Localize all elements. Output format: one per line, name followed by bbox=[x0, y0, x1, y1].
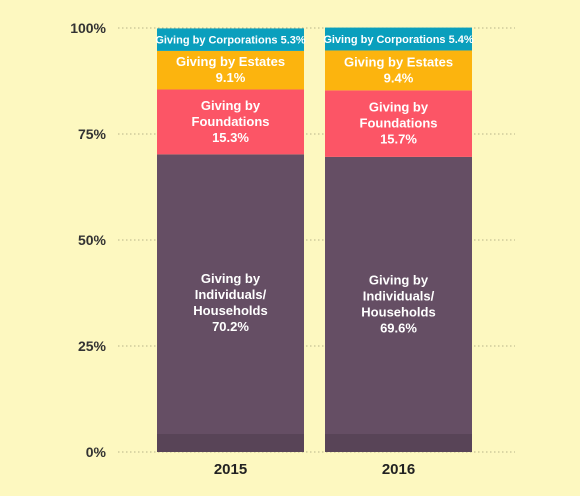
segment-label-corporations-2016: Giving by Corporations 5.4% bbox=[323, 34, 474, 46]
bar-base-shadow bbox=[157, 434, 304, 452]
segment-name: Giving by Corporations 5.3% bbox=[155, 35, 306, 47]
segment-name: Households bbox=[361, 304, 435, 319]
segment-labels: Giving byIndividuals/Households70.2%Givi… bbox=[155, 34, 474, 335]
segment-name: Foundations bbox=[360, 116, 438, 131]
bar-base-shadow bbox=[325, 434, 472, 452]
y-tick-label: 100% bbox=[70, 20, 106, 36]
segment-value: 15.3% bbox=[212, 130, 249, 145]
segment-value: 15.7% bbox=[380, 132, 417, 147]
segment-name: Giving by bbox=[201, 98, 261, 113]
y-tick-label: 0% bbox=[86, 444, 107, 460]
y-tick-label: 75% bbox=[78, 126, 107, 142]
x-category-label: 2015 bbox=[214, 461, 247, 478]
segment-name: Giving by Corporations 5.4% bbox=[323, 34, 474, 46]
segment-name: Giving by bbox=[369, 272, 429, 287]
bar-segment-estates-2016 bbox=[325, 50, 472, 91]
segment-value: 9.4% bbox=[384, 70, 414, 85]
segment-name: Individuals/ bbox=[195, 287, 267, 302]
y-axis-ticks: 0% 25% 50% 75% 100% bbox=[70, 20, 106, 460]
bars bbox=[157, 27, 472, 453]
x-axis-categories: 2015 2016 bbox=[214, 461, 415, 478]
bar-segment-foundations-2016 bbox=[325, 90, 472, 157]
y-tick-label: 25% bbox=[78, 338, 107, 354]
segment-value: 69.6% bbox=[380, 320, 417, 335]
segment-name: Households bbox=[193, 303, 267, 318]
segment-label-corporations-2015: Giving by Corporations 5.3% bbox=[155, 35, 306, 47]
segment-name: Giving by Estates bbox=[344, 54, 453, 69]
segment-value: 9.1% bbox=[216, 70, 246, 85]
segment-name: Giving by bbox=[369, 100, 429, 115]
bar-segment-estates-2015 bbox=[157, 50, 304, 90]
segment-value: 70.2% bbox=[212, 319, 249, 334]
segment-name: Giving by Estates bbox=[176, 54, 285, 69]
segment-name: Individuals/ bbox=[363, 288, 435, 303]
segment-name: Foundations bbox=[192, 114, 270, 129]
y-tick-label: 50% bbox=[78, 232, 107, 248]
bar-segment-individuals-2016 bbox=[325, 156, 472, 452]
segment-name: Giving by bbox=[201, 271, 261, 286]
bar-segment-foundations-2015 bbox=[157, 89, 304, 155]
x-category-label: 2016 bbox=[382, 461, 415, 478]
bar-segment-corporations-2015 bbox=[157, 28, 304, 51]
bar-segment-corporations-2016 bbox=[325, 27, 472, 51]
bar-segment-individuals-2015 bbox=[157, 154, 304, 453]
